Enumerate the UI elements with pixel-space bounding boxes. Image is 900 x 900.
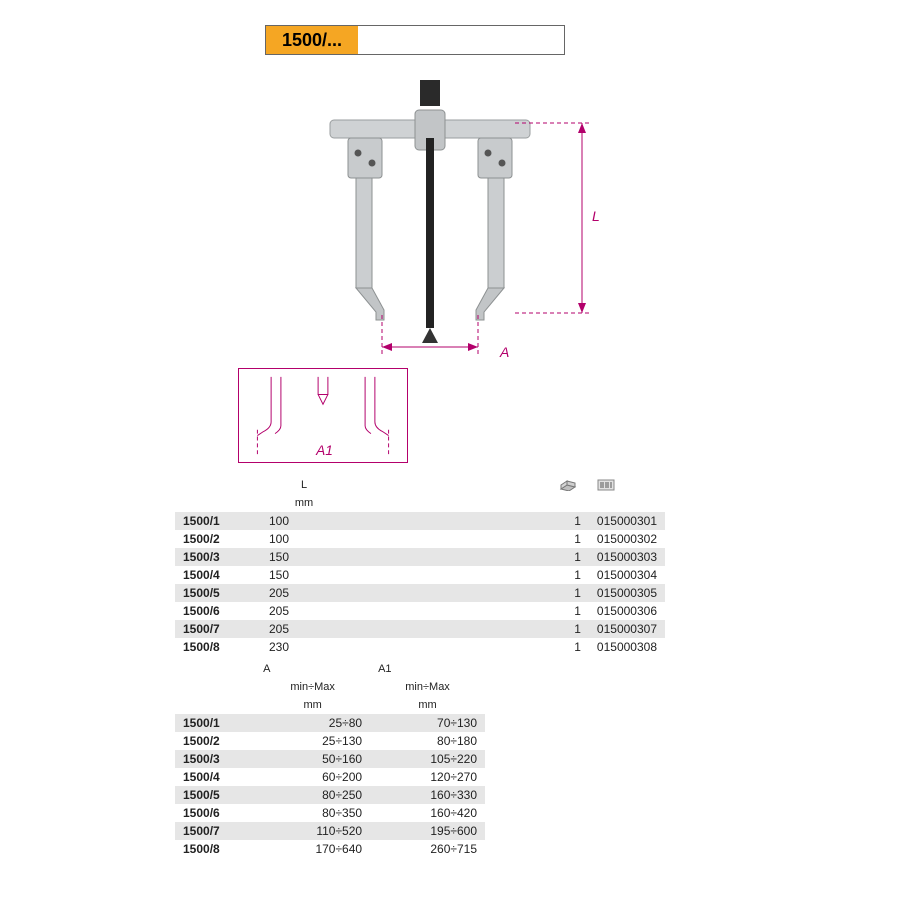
title-frame: 1500/... — [265, 25, 565, 55]
cell-code: 015000301 — [589, 512, 665, 530]
cell-qty: 1 — [551, 512, 589, 530]
col-L-header: L — [261, 476, 347, 494]
cell-A1: 120÷270 — [370, 768, 485, 786]
cell-A: 110÷520 — [255, 822, 370, 840]
cell-A1: 195÷600 — [370, 822, 485, 840]
cell-model: 1500/8 — [175, 638, 261, 656]
dim-L-label: L — [592, 208, 600, 224]
cell-A1: 260÷715 — [370, 840, 485, 858]
cell-code: 015000305 — [589, 584, 665, 602]
dim-A-label: A — [499, 344, 509, 360]
cell-L: 100 — [261, 512, 347, 530]
table-row: 1500/3150 1015000303 — [175, 548, 665, 566]
cell-A: 80÷350 — [255, 804, 370, 822]
col-A1-unit: mm — [370, 696, 485, 714]
cell-model: 1500/8 — [175, 840, 255, 858]
table2-unit-row: mm mm — [175, 696, 485, 714]
cell-qty: 1 — [551, 584, 589, 602]
cell-code: 015000307 — [589, 620, 665, 638]
table-row: 1500/680÷350160÷420 — [175, 804, 485, 822]
a1-detail-box: A1 — [238, 368, 408, 463]
cell-L: 230 — [261, 638, 347, 656]
table2-header-row: A A1 — [175, 660, 485, 678]
product-illustration: L A — [260, 65, 640, 365]
cell-L: 205 — [261, 584, 347, 602]
table-row: 1500/225÷13080÷180 — [175, 732, 485, 750]
table-row: 1500/8230 1015000308 — [175, 638, 665, 656]
cell-A1: 70÷130 — [370, 714, 485, 732]
cell-A: 170÷640 — [255, 840, 370, 858]
table1-unit-row: mm — [175, 494, 665, 512]
cell-model: 1500/1 — [175, 512, 261, 530]
table-row: 1500/350÷160105÷220 — [175, 750, 485, 768]
barcode-icon — [597, 479, 615, 491]
table-row: 1500/2100 1015000302 — [175, 530, 665, 548]
table-row: 1500/7110÷520195÷600 — [175, 822, 485, 840]
dim-A1-label: A1 — [315, 443, 333, 458]
cell-code: 015000308 — [589, 638, 665, 656]
table-row: 1500/6205 1015000306 — [175, 602, 665, 620]
table-row: 1500/460÷200120÷270 — [175, 768, 485, 786]
title-text: 1500/... — [282, 30, 342, 51]
cell-A1: 80÷180 — [370, 732, 485, 750]
table1-header-row: L — [175, 476, 665, 494]
col-A-header: A — [255, 660, 370, 678]
cell-model: 1500/7 — [175, 822, 255, 840]
spec-table-L: L mm — [175, 476, 665, 656]
cell-qty: 1 — [551, 620, 589, 638]
cell-code: 015000306 — [589, 602, 665, 620]
cell-model: 1500/4 — [175, 768, 255, 786]
cell-L: 100 — [261, 530, 347, 548]
cell-qty: 1 — [551, 602, 589, 620]
cell-code: 015000302 — [589, 530, 665, 548]
col-L-unit: mm — [261, 494, 347, 512]
cell-model: 1500/6 — [175, 602, 261, 620]
table-row: 1500/580÷250160÷330 — [175, 786, 485, 804]
cell-L: 150 — [261, 566, 347, 584]
cell-qty: 1 — [551, 530, 589, 548]
cell-A1: 160÷420 — [370, 804, 485, 822]
cell-model: 1500/2 — [175, 530, 261, 548]
cell-qty: 1 — [551, 548, 589, 566]
title-badge: 1500/... — [266, 26, 358, 54]
cell-model: 1500/3 — [175, 750, 255, 768]
cell-qty: 1 — [551, 638, 589, 656]
cell-A1: 160÷330 — [370, 786, 485, 804]
table2-minmax-row: min÷Max min÷Max — [175, 678, 485, 696]
cell-model: 1500/7 — [175, 620, 261, 638]
table-row: 1500/125÷8070÷130 — [175, 714, 485, 732]
col-A-unit: mm — [255, 696, 370, 714]
cell-model: 1500/2 — [175, 732, 255, 750]
cell-model: 1500/4 — [175, 566, 261, 584]
col-A-minmax: min÷Max — [255, 678, 370, 696]
table-row: 1500/1100 1015000301 — [175, 512, 665, 530]
col-A1-header: A1 — [370, 660, 485, 678]
cell-A: 80÷250 — [255, 786, 370, 804]
table-row: 1500/5205 1015000305 — [175, 584, 665, 602]
table-row: 1500/8170÷640260÷715 — [175, 840, 485, 858]
cell-model: 1500/6 — [175, 804, 255, 822]
cell-model: 1500/5 — [175, 584, 261, 602]
cell-A1: 105÷220 — [370, 750, 485, 768]
cell-A: 50÷160 — [255, 750, 370, 768]
cell-L: 205 — [261, 620, 347, 638]
cell-code: 015000304 — [589, 566, 665, 584]
col-A1-minmax: min÷Max — [370, 678, 485, 696]
cell-model: 1500/1 — [175, 714, 255, 732]
cell-L: 150 — [261, 548, 347, 566]
cell-code: 015000303 — [589, 548, 665, 566]
cell-A: 25÷80 — [255, 714, 370, 732]
spec-table-A: A A1 min÷Max min÷Max mm mm 1500/125÷8070… — [175, 660, 485, 858]
cell-model: 1500/5 — [175, 786, 255, 804]
table-row: 1500/4150 1015000304 — [175, 566, 665, 584]
cell-L: 205 — [261, 602, 347, 620]
cell-qty: 1 — [551, 566, 589, 584]
cell-A: 25÷130 — [255, 732, 370, 750]
cell-model: 1500/3 — [175, 548, 261, 566]
cell-A: 60÷200 — [255, 768, 370, 786]
package-icon — [559, 479, 577, 491]
table-row: 1500/7205 1015000307 — [175, 620, 665, 638]
